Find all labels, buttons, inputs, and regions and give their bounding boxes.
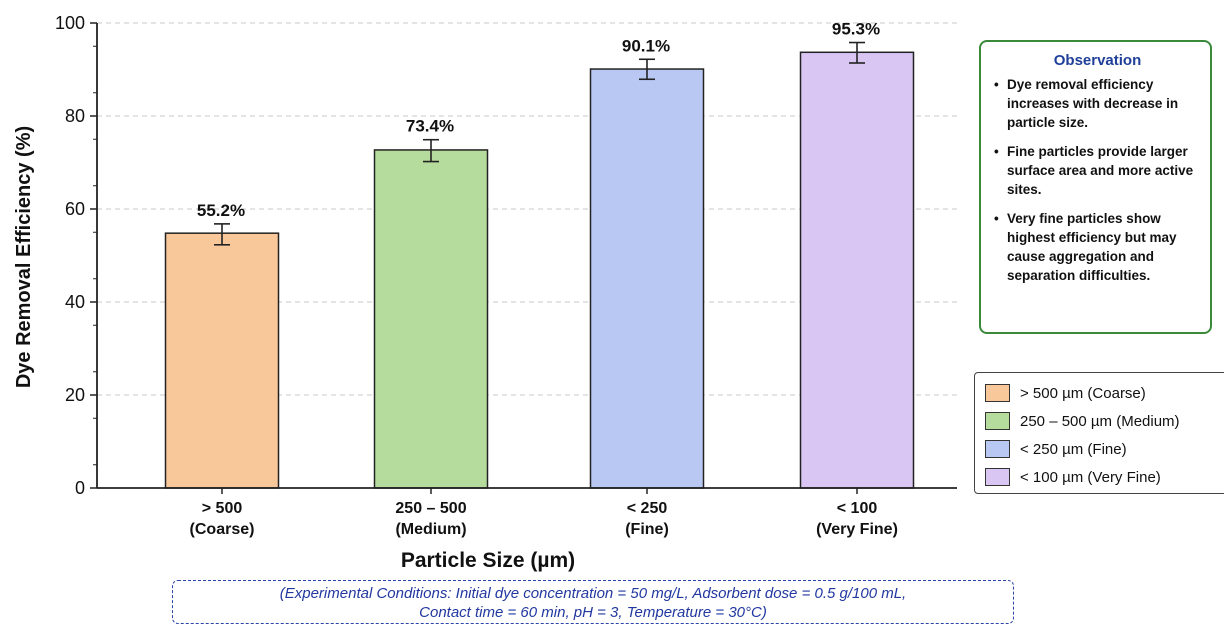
observation-item: Dye removal efficiency increases with de… bbox=[993, 75, 1202, 132]
x-tick-label: 250 – 500 bbox=[395, 500, 466, 517]
x-tick-label: (Fine) bbox=[625, 521, 669, 538]
x-tick-label: (Medium) bbox=[395, 521, 466, 538]
legend-label: < 250 µm (Fine) bbox=[1020, 440, 1127, 458]
y-tick-label: 60 bbox=[65, 199, 85, 219]
data-label: 90.1% bbox=[622, 36, 670, 55]
data-label: 95.3% bbox=[832, 20, 880, 39]
bar bbox=[373, 149, 489, 489]
legend-entry: < 100 µm (Very Fine) bbox=[985, 463, 1224, 491]
observation-item: Very fine particles show highest efficie… bbox=[993, 209, 1202, 285]
legend-entry: 250 – 500 µm (Medium) bbox=[985, 407, 1224, 435]
observation-title: Observation bbox=[1053, 52, 1142, 69]
legend-swatch-very-fine bbox=[985, 468, 1010, 486]
legend-swatch-coarse bbox=[985, 384, 1010, 402]
bar bbox=[589, 68, 705, 489]
axes: 0 20 40 60 80 100 > 500 (Coarse) 250 – 500 (Mediu… bbox=[55, 13, 957, 538]
x-axis-label: Particle Size (µm) bbox=[401, 549, 575, 572]
bar bbox=[799, 51, 915, 489]
x-tick-label: < 100 bbox=[837, 500, 878, 517]
y-axis-label: Dye Removal Efficiency (%) bbox=[13, 126, 35, 388]
legend-entry: < 250 µm (Fine) bbox=[985, 435, 1224, 463]
x-tick-label: (Very Fine) bbox=[816, 521, 898, 538]
legend-swatch-medium bbox=[985, 412, 1010, 430]
x-tick-label: < 250 bbox=[627, 500, 668, 517]
bar bbox=[164, 232, 280, 489]
legend-label: > 500 µm (Coarse) bbox=[1020, 384, 1146, 402]
observation-item: Fine particles provide larger surface ar… bbox=[993, 142, 1202, 199]
observation-box: Observation Dye removal efficiency incre… bbox=[979, 40, 1212, 334]
y-tick-label: 20 bbox=[65, 385, 85, 405]
conditions-line-1: (Experimental Conditions: Initial dye co… bbox=[279, 585, 907, 602]
x-tick-label: > 500 bbox=[202, 500, 243, 517]
bars: 55.2% 73.4% 90.1% 95.3% bbox=[164, 20, 915, 489]
conditions-line-2: Contact time = 60 min, pH = 3, Temperatu… bbox=[419, 604, 767, 621]
experimental-conditions-note: (Experimental Conditions: Initial dye co… bbox=[172, 580, 1014, 624]
data-label: 55.2% bbox=[197, 201, 245, 220]
y-tick-label: 80 bbox=[65, 106, 85, 126]
data-label: 73.4% bbox=[406, 117, 454, 136]
y-tick-label: 0 bbox=[75, 478, 85, 498]
legend: > 500 µm (Coarse) 250 – 500 µm (Medium) … bbox=[974, 372, 1224, 494]
y-tick-label: 40 bbox=[65, 292, 85, 312]
legend-label: 250 – 500 µm (Medium) bbox=[1020, 412, 1180, 430]
legend-label: < 100 µm (Very Fine) bbox=[1020, 468, 1161, 486]
legend-swatch-fine bbox=[985, 440, 1010, 458]
y-tick-label: 100 bbox=[55, 13, 85, 33]
legend-entry: > 500 µm (Coarse) bbox=[985, 379, 1224, 407]
x-tick-label: (Coarse) bbox=[190, 521, 255, 538]
